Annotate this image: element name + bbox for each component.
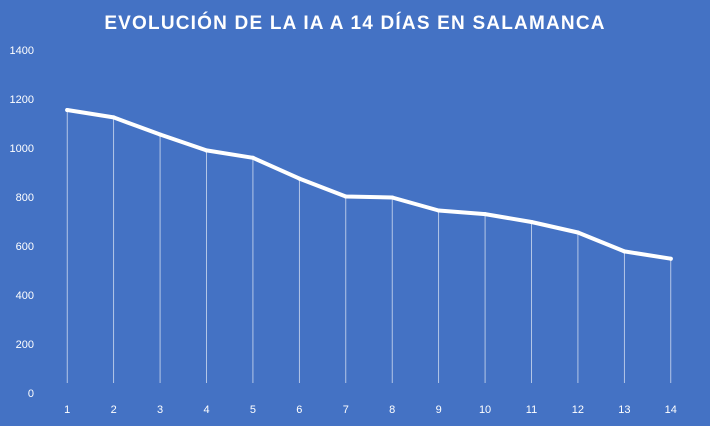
y-tick-label: 1200 xyxy=(10,94,34,106)
data-point xyxy=(204,148,209,153)
y-tick-label: 1000 xyxy=(10,143,34,155)
data-point xyxy=(436,208,441,213)
data-point xyxy=(622,249,627,254)
x-tick-label: 11 xyxy=(526,404,537,416)
data-point xyxy=(158,132,163,137)
x-tick-label: 14 xyxy=(665,404,677,416)
data-point xyxy=(343,194,348,199)
x-axis-ticks: 1 2 3 4 5 6 7 8 9 10 11 12 13 14 xyxy=(64,404,677,416)
x-tick-label: 7 xyxy=(343,404,349,416)
chart-title: EVOLUCIÓN DE LA IA A 14 DÍAS EN SALAMANC… xyxy=(104,12,605,34)
x-tick-label: 2 xyxy=(111,404,117,416)
y-tick-label: 800 xyxy=(16,192,34,204)
data-point xyxy=(668,256,673,261)
x-tick-label: 13 xyxy=(618,404,630,416)
data-point xyxy=(529,219,534,224)
data-points xyxy=(65,108,673,261)
y-tick-label: 600 xyxy=(16,241,34,253)
data-point xyxy=(483,212,488,217)
x-tick-label: 1 xyxy=(64,404,70,416)
y-tick-label: 1400 xyxy=(10,45,34,57)
data-point xyxy=(111,115,116,120)
data-point xyxy=(297,176,302,181)
data-point xyxy=(390,195,395,200)
x-tick-label: 3 xyxy=(157,404,163,416)
y-tick-label: 0 xyxy=(28,388,34,400)
data-point xyxy=(250,155,255,160)
series-line xyxy=(65,108,673,261)
x-tick-label: 8 xyxy=(389,404,395,416)
data-point xyxy=(575,230,580,235)
x-tick-label: 5 xyxy=(250,404,256,416)
data-point xyxy=(65,108,70,113)
y-tick-label: 400 xyxy=(16,290,34,302)
x-tick-label: 6 xyxy=(296,404,302,416)
x-tick-label: 4 xyxy=(203,404,209,416)
x-tick-label: 9 xyxy=(436,404,442,416)
drop-lines xyxy=(66,110,672,383)
x-tick-label: 10 xyxy=(479,404,491,416)
x-tick-label: 12 xyxy=(572,404,584,416)
y-axis-ticks: 0 200 400 600 800 1000 1200 1400 xyxy=(10,45,34,400)
y-tick-label: 200 xyxy=(16,339,34,351)
